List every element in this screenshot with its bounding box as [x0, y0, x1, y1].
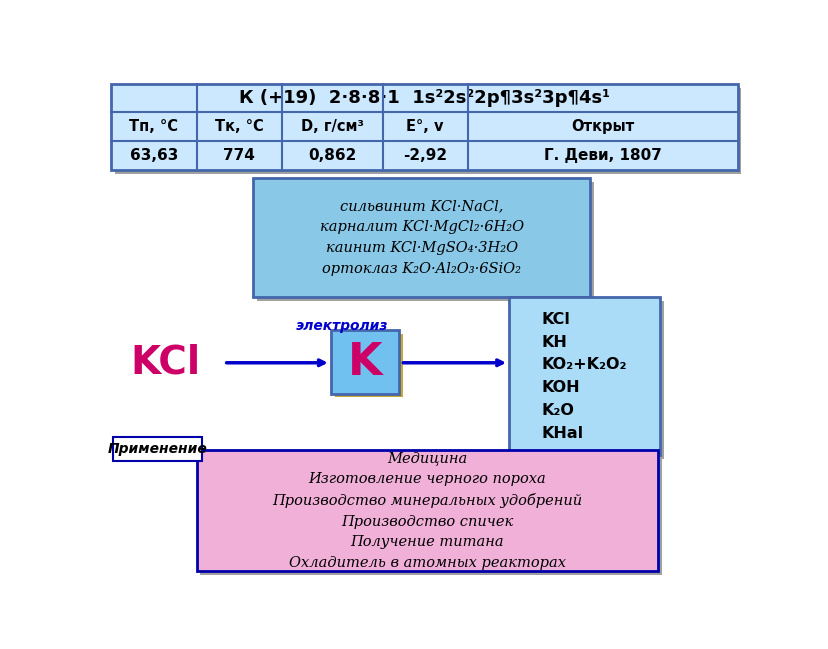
- Text: Tп, °C: Tп, °C: [129, 119, 178, 134]
- Text: К (+19)  2·8·8·1  1s²2s²2p¶3s²3p¶4s¹: К (+19) 2·8·8·1 1s²2s²2p¶3s²3p¶4s¹: [238, 89, 609, 107]
- Text: -2,92: -2,92: [402, 148, 447, 163]
- Polygon shape: [115, 88, 740, 174]
- Text: 63,63: 63,63: [130, 148, 178, 163]
- Polygon shape: [513, 301, 663, 459]
- Polygon shape: [253, 178, 590, 297]
- Text: E°, v: E°, v: [406, 119, 444, 134]
- Polygon shape: [330, 330, 398, 393]
- Polygon shape: [508, 297, 659, 455]
- Text: D, г/см³: D, г/см³: [301, 119, 363, 134]
- Text: электролиз: электролиз: [296, 319, 388, 333]
- Text: сильвинит KCl·NaCl,
карналит KCl·MgCl₂·6H₂O
каинит KCl·MgSO₄·3H₂O
ортоклаз K₂O·A: сильвинит KCl·NaCl, карналит KCl·MgCl₂·6…: [320, 200, 523, 276]
- Text: Применение: Применение: [108, 442, 207, 456]
- Text: K: K: [347, 341, 382, 384]
- Polygon shape: [196, 450, 657, 572]
- Text: Открыт: Открыт: [570, 119, 633, 134]
- Text: Медицина
Изготовление черного пороха
Производство минеральных удобрений
Производ: Медицина Изготовление черного пороха Про…: [272, 451, 581, 570]
- Text: KCl: KCl: [131, 344, 200, 382]
- Polygon shape: [200, 454, 661, 575]
- Text: 0,862: 0,862: [308, 148, 356, 163]
- Text: KCl
KH
KO₂+K₂O₂
KOH
K₂O
KHal: KCl KH KO₂+K₂O₂ KOH K₂O KHal: [542, 312, 627, 441]
- Text: Г. Деви, 1807: Г. Деви, 1807: [543, 148, 661, 163]
- Polygon shape: [113, 437, 202, 461]
- Polygon shape: [335, 334, 402, 397]
- Text: 774: 774: [223, 148, 255, 163]
- Polygon shape: [257, 182, 594, 301]
- Polygon shape: [111, 84, 737, 170]
- Text: Tк, °C: Tк, °C: [214, 119, 263, 134]
